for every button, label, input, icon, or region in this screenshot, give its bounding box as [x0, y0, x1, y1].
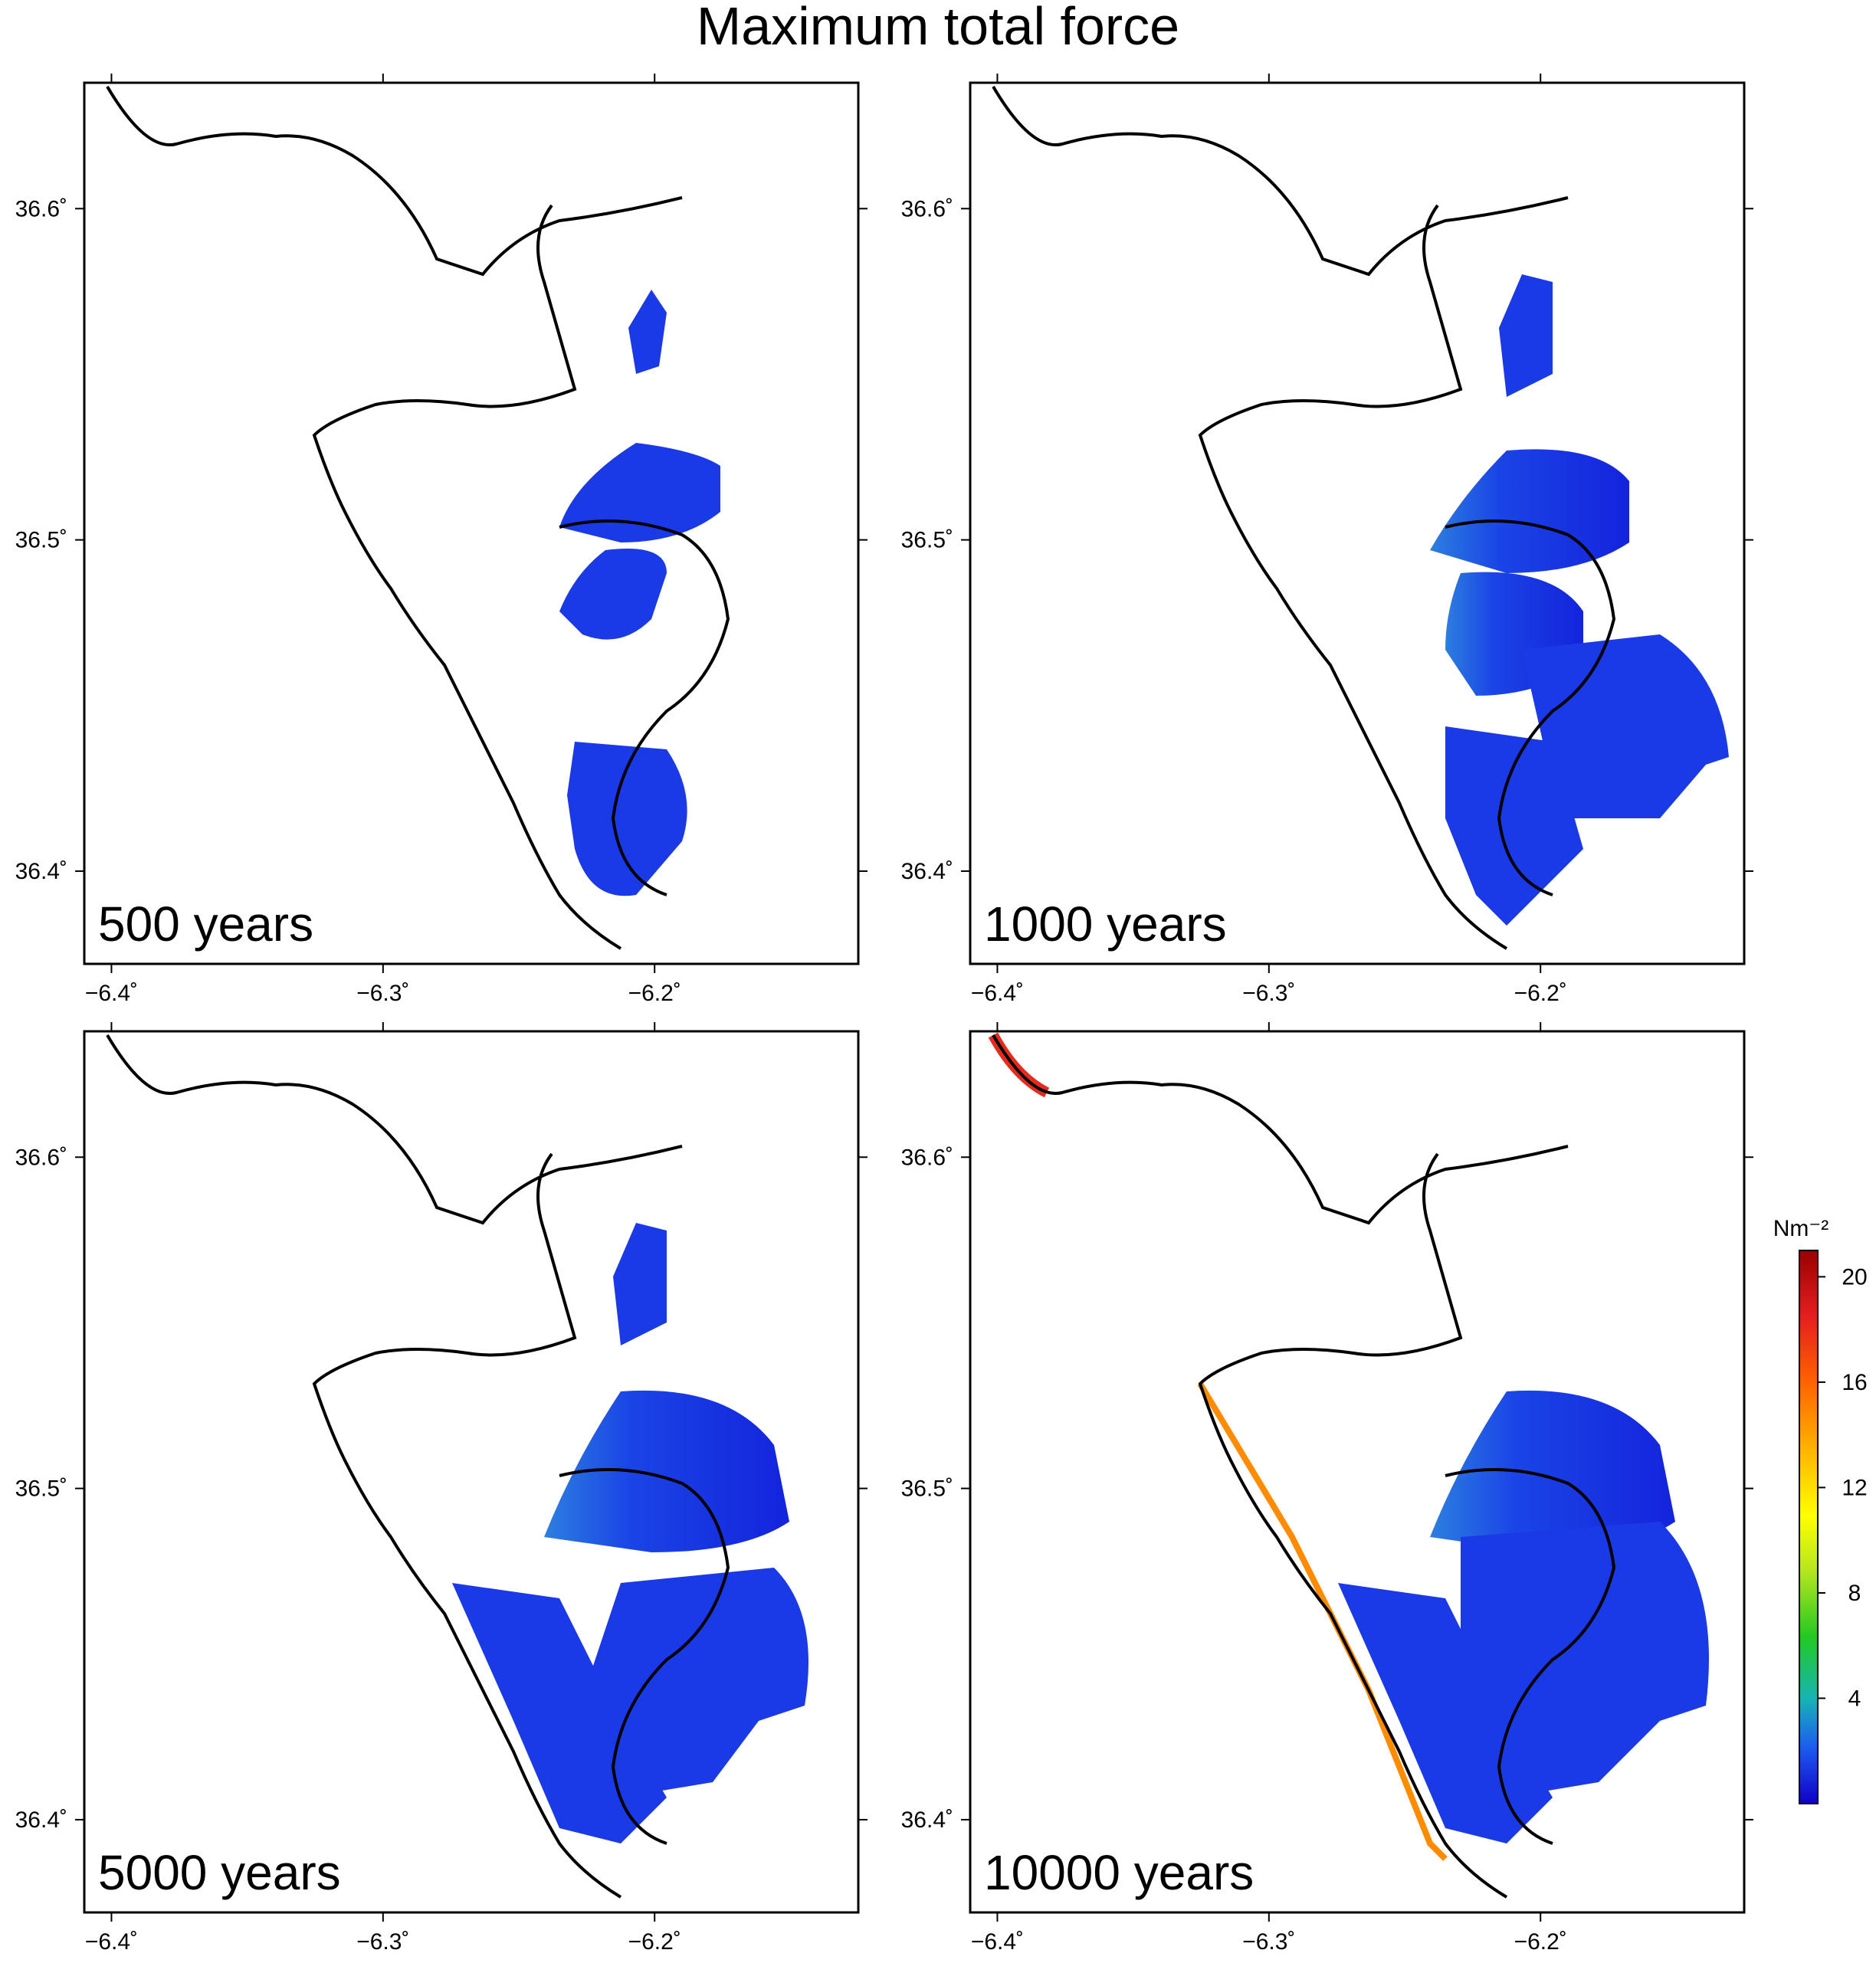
river-channel: [1445, 519, 1616, 896]
y-tick-label: 36.5˚: [15, 1476, 67, 1502]
x-tick-label: −6.4˚: [85, 981, 138, 1006]
x-tick-label: −6.3˚: [356, 1929, 409, 1955]
colorbar-tick-label: 12: [1842, 1475, 1867, 1500]
coastline: [992, 85, 1569, 950]
inundation-area: [559, 290, 720, 896]
y-tick-label: 36.5˚: [901, 528, 953, 553]
panel-500-years: 500 years: [83, 81, 860, 965]
y-tick-label: 36.6˚: [901, 196, 953, 221]
x-tick-label: −6.4˚: [971, 981, 1024, 1006]
x-tick-label: −6.3˚: [1242, 1929, 1295, 1955]
x-tick-label: −6.4˚: [85, 1929, 138, 1955]
x-tick-label: −6.4˚: [971, 1929, 1024, 1955]
river-channel: [559, 1468, 730, 1845]
y-tick-label: 36.5˚: [15, 528, 67, 553]
y-tick-label: 36.6˚: [15, 1145, 67, 1170]
panel-10000-years: 10000 years: [969, 1030, 1746, 1914]
panel-label: 1000 years: [984, 896, 1227, 952]
x-tick-label: −6.2˚: [1514, 1929, 1567, 1955]
panel-label: 10000 years: [984, 1845, 1254, 1900]
inundation-area: [452, 1223, 808, 1843]
colorbar-tick-label: 4: [1848, 1686, 1861, 1711]
x-tick-label: −6.2˚: [1514, 981, 1567, 1006]
colorbar-tick-label: 8: [1848, 1581, 1861, 1606]
colorbar: Nm⁻² 4 8 12 16 20: [1773, 1216, 1868, 1804]
y-tick-label: 36.5˚: [901, 1476, 953, 1502]
y-tick-label: 36.6˚: [901, 1145, 953, 1170]
river-channel: [1445, 1468, 1616, 1845]
panel-1000-years: 1000 years: [969, 81, 1746, 965]
figure-title: Maximum total force: [697, 0, 1179, 56]
panel-label: 500 years: [98, 896, 313, 952]
y-tick-label: 36.6˚: [15, 196, 67, 221]
axes-layer: −6.4˚ −6.3˚ −6.2˚ 36.6˚ 36.5˚ 36.4˚ −6.4˚ −6.3˚…: [15, 74, 1753, 1955]
coastline: [106, 1034, 683, 1899]
panel-5000-years: 5000 years: [83, 1030, 860, 1914]
colorbar-tick-label: 16: [1842, 1370, 1867, 1395]
river-channel: [559, 519, 730, 896]
colorbar-tick-label: 20: [1842, 1264, 1867, 1290]
y-tick-label: 36.4˚: [15, 859, 67, 884]
x-tick-label: −6.2˚: [628, 981, 681, 1006]
panel-label: 5000 years: [98, 1845, 341, 1900]
y-tick-label: 36.4˚: [901, 859, 953, 884]
coastline: [992, 1034, 1569, 1899]
x-tick-label: −6.3˚: [356, 981, 409, 1006]
colorbar-unit: Nm⁻²: [1773, 1216, 1828, 1241]
coastline: [106, 85, 683, 950]
map-frame: [83, 81, 860, 965]
colorbar-gradient: [1799, 1250, 1819, 1804]
x-tick-label: −6.3˚: [1242, 981, 1295, 1006]
colorbar-ticks: 4 8 12 16 20: [1818, 1264, 1868, 1711]
y-tick-label: 36.4˚: [901, 1807, 953, 1833]
x-tick-label: −6.2˚: [628, 1929, 681, 1955]
y-tick-label: 36.4˚: [15, 1807, 67, 1833]
